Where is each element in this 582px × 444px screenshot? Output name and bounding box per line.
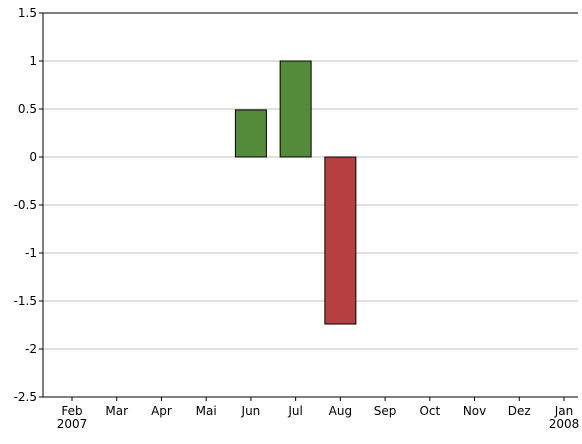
y-tick-label: -1 xyxy=(25,246,37,260)
y-tick-label: 0 xyxy=(29,150,37,164)
x-tick-label: Sep xyxy=(374,404,397,418)
x-tick-label: Oct xyxy=(419,404,440,418)
x-tick-label: Aug xyxy=(329,404,352,418)
x-tick-label: Jun xyxy=(241,404,261,418)
x-tick-label: Feb 2007 xyxy=(57,404,88,431)
bar xyxy=(279,60,312,158)
y-tick-label: -2 xyxy=(25,342,37,356)
bar xyxy=(324,156,357,325)
x-tick-label: Mai xyxy=(196,404,217,418)
x-tick-label: Mar xyxy=(105,404,128,418)
y-tick-label: 0.5 xyxy=(18,102,37,116)
x-tick-label: Apr xyxy=(151,404,172,418)
y-tick-label: -0.5 xyxy=(14,198,37,212)
x-tick-label: Jul xyxy=(287,404,302,418)
y-tick-label: -2.5 xyxy=(14,390,37,404)
x-tick-label: Dez xyxy=(508,404,531,418)
bar xyxy=(234,109,267,158)
x-tick-label: Jan 2008 xyxy=(549,404,580,431)
y-tick-label: 1.5 xyxy=(18,6,37,20)
x-tick-label: Nov xyxy=(463,404,486,418)
y-tick-label: -1.5 xyxy=(14,294,37,308)
y-tick-label: 1 xyxy=(29,54,37,68)
